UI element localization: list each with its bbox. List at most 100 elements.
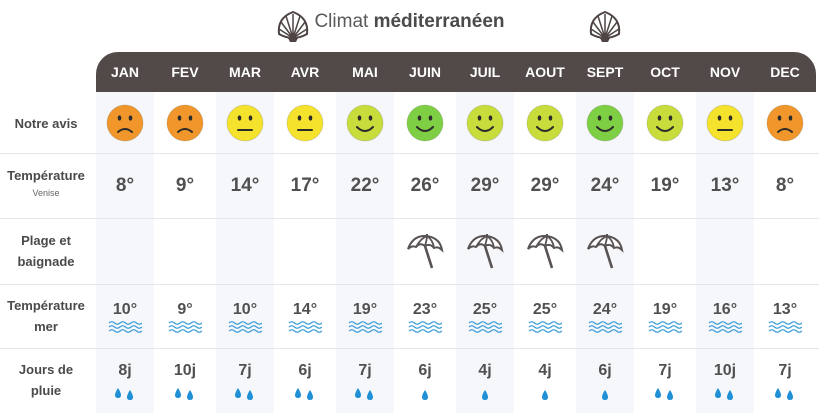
- shell-icon-right: [587, 8, 623, 44]
- wave-icon: [408, 320, 443, 333]
- air-temperature-value: 19°: [650, 175, 680, 196]
- mer-label-line2: mer: [34, 319, 58, 334]
- neutral-face-icon: [285, 103, 325, 143]
- smile-face-icon: [525, 103, 565, 143]
- sea-temperature-value: 10°: [112, 301, 138, 318]
- air-temperature-value: 9°: [175, 175, 195, 196]
- row-divider: [0, 348, 819, 349]
- sea-temperature-value: 24°: [592, 301, 618, 318]
- sea-temperature-value: 10°: [232, 301, 258, 318]
- row-divider: [0, 218, 819, 219]
- wave-icon: [108, 320, 143, 333]
- smile-face-icon: [465, 103, 505, 143]
- beach-umbrella-icon: [525, 232, 565, 272]
- sad-face-icon: [165, 103, 205, 143]
- column-bg: [216, 92, 274, 413]
- temperature-label: Température: [7, 168, 85, 183]
- pluie-label-line1: Jours de: [18, 362, 74, 377]
- month-header: FEV: [171, 64, 199, 80]
- sea-temperature-value: 16°: [712, 301, 738, 318]
- column-bg: [336, 92, 394, 413]
- month-header: AVR: [290, 64, 320, 80]
- mer-label-line1: Température: [7, 298, 85, 313]
- month-header: MAI: [352, 64, 378, 80]
- temperature-city-label: Venise: [32, 188, 60, 198]
- rain-drop-icon: [540, 386, 550, 402]
- sad-face-icon: [765, 103, 805, 143]
- month-header: OCT: [650, 64, 680, 80]
- pluie-label-line2: pluie: [30, 383, 62, 398]
- smile-face-icon: [645, 103, 685, 143]
- air-temperature-value: 17°: [290, 175, 320, 196]
- sea-temperature-value: 23°: [412, 301, 438, 318]
- air-temperature-value: 24°: [590, 175, 620, 196]
- wave-icon: [288, 320, 323, 333]
- row-label-plage: Plage et baignade: [0, 230, 92, 272]
- wave-icon: [168, 320, 203, 333]
- rain-days-value: 8j: [118, 362, 132, 379]
- wave-icon: [528, 320, 563, 333]
- wave-icon: [228, 320, 263, 333]
- row-label-jours-pluie: Jours de pluie: [0, 359, 92, 401]
- rain-drop-icon: [480, 386, 490, 402]
- rain-days-value: 6j: [298, 362, 312, 379]
- rain-days-value: 7j: [358, 362, 372, 379]
- sea-temperature-value: 9°: [177, 301, 193, 318]
- wave-icon: [648, 320, 683, 333]
- wave-icon: [468, 320, 503, 333]
- smile-face-icon: [405, 103, 445, 143]
- shell-icon-left: [275, 8, 311, 44]
- rain-drop-icon: [714, 386, 736, 402]
- smile-face-icon: [585, 103, 625, 143]
- rain-days-value: 7j: [238, 362, 252, 379]
- rain-drop-icon: [354, 386, 376, 402]
- column-bg: [576, 92, 634, 413]
- rain-drop-icon: [654, 386, 676, 402]
- rain-days-value: 7j: [658, 362, 672, 379]
- air-temperature-value: 29°: [470, 175, 500, 196]
- column-bg: [696, 92, 754, 413]
- month-header: JUIL: [469, 64, 501, 80]
- neutral-face-icon: [705, 103, 745, 143]
- rain-days-value: 6j: [418, 362, 432, 379]
- notre-avis-label: Notre avis: [14, 116, 78, 131]
- rain-drop-icon: [420, 386, 430, 402]
- sea-temperature-value: 25°: [532, 301, 558, 318]
- plage-label-line2: baignade: [17, 254, 75, 269]
- month-header-bar: [96, 52, 816, 92]
- month-header: MAR: [229, 64, 261, 80]
- sea-temperature-value: 14°: [292, 301, 318, 318]
- sea-temperature-value: 19°: [352, 301, 378, 318]
- month-header: JAN: [110, 64, 139, 80]
- rain-days-value: 4j: [478, 362, 492, 379]
- beach-umbrella-icon: [465, 232, 505, 272]
- month-header: SEPT: [586, 64, 624, 80]
- month-header: AOUT: [525, 64, 565, 80]
- sea-temperature-value: 13°: [772, 301, 798, 318]
- air-temperature-value: 13°: [710, 175, 740, 196]
- air-temperature-value: 29°: [530, 175, 560, 196]
- page-title: Climat méditerranéen: [314, 11, 505, 32]
- wave-icon: [768, 320, 803, 333]
- rain-drop-icon: [774, 386, 796, 402]
- row-divider: [0, 284, 819, 285]
- wave-icon: [588, 320, 623, 333]
- neutral-face-icon: [225, 103, 265, 143]
- rain-days-value: 7j: [778, 362, 792, 379]
- air-temperature-value: 8°: [775, 175, 795, 196]
- air-temperature-value: 26°: [410, 175, 440, 196]
- rain-drop-icon: [600, 386, 610, 402]
- air-temperature-value: 8°: [115, 175, 135, 196]
- month-header: DEC: [770, 64, 800, 80]
- rain-drop-icon: [234, 386, 256, 402]
- beach-umbrella-icon: [585, 232, 625, 272]
- column-bg: [96, 92, 154, 413]
- beach-umbrella-icon: [405, 232, 445, 272]
- rain-drop-icon: [114, 386, 136, 402]
- row-divider: [0, 153, 819, 154]
- row-label-notre-avis: Notre avis: [0, 113, 92, 134]
- sea-temperature-value: 19°: [652, 301, 678, 318]
- rain-drop-icon: [294, 386, 316, 402]
- row-label-temperature-mer: Température mer: [0, 295, 92, 337]
- rain-days-value: 10j: [173, 362, 197, 379]
